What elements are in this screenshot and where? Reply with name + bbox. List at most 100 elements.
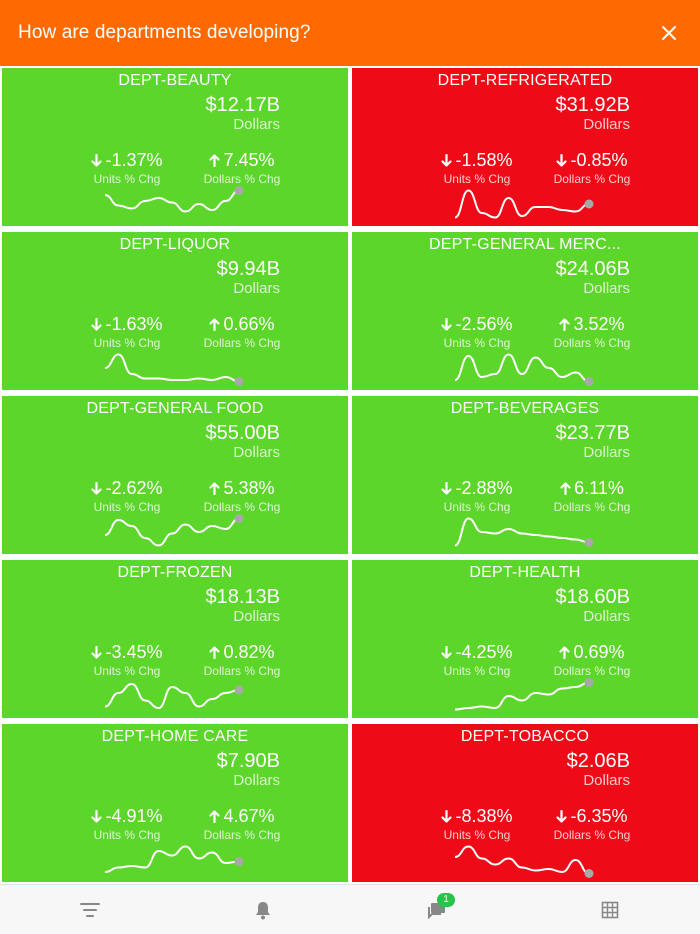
sparkline-line bbox=[104, 353, 240, 383]
dollars-value: $7.90B bbox=[216, 750, 280, 772]
units-change-label: Units % Chg bbox=[443, 664, 511, 678]
arrow-down-icon bbox=[441, 482, 453, 495]
dollars-change: 7.45% Dollars % Chg bbox=[192, 150, 292, 186]
department-card[interactable]: DEPT-GENERAL MERC... $24.06B Dollars -2.56%… bbox=[352, 232, 698, 390]
dollars-unit-label: Dollars bbox=[583, 116, 630, 133]
units-change: -1.58% Units % Chg bbox=[427, 150, 527, 186]
sparkline-end-dot bbox=[234, 857, 244, 866]
dollars-change: -6.35% Dollars % Chg bbox=[542, 806, 642, 842]
dollars-unit-label: Dollars bbox=[233, 608, 280, 625]
arrow-down-icon bbox=[441, 318, 453, 331]
department-card[interactable]: DEPT-BEAUTY $12.17B Dollars -1.37% Units % C… bbox=[2, 68, 348, 226]
department-card[interactable]: DEPT-HEALTH $18.60B Dollars -4.25% Units % C… bbox=[352, 560, 698, 718]
sparkline-line bbox=[104, 189, 240, 213]
dollars-change-label: Dollars % Chg bbox=[203, 172, 281, 186]
arrow-down-icon bbox=[91, 482, 103, 495]
sparkline-line bbox=[104, 517, 240, 547]
department-name: DEPT-HEALTH bbox=[469, 564, 581, 581]
units-change-label: Units % Chg bbox=[93, 664, 161, 678]
units-change-value: -4.25% bbox=[455, 642, 513, 662]
units-change: -4.25% Units % Chg bbox=[427, 642, 527, 678]
close-icon[interactable] bbox=[658, 22, 680, 44]
dollars-unit-label: Dollars bbox=[233, 280, 280, 297]
dollars-change-value: -0.85% bbox=[570, 150, 628, 170]
dollars-change-value: 0.69% bbox=[573, 642, 625, 662]
arrow-down-icon bbox=[441, 810, 453, 823]
arrow-down-icon bbox=[91, 154, 103, 167]
sparkline bbox=[104, 186, 244, 213]
sparkline-line bbox=[454, 517, 590, 547]
units-change-value: -1.37% bbox=[105, 150, 163, 170]
sparkline-end-dot bbox=[234, 685, 244, 695]
bell-icon[interactable] bbox=[250, 897, 276, 923]
department-card[interactable]: DEPT-BEVERAGES $23.77B Dollars -2.88% Units … bbox=[352, 396, 698, 554]
sparkline-end-dot bbox=[584, 377, 594, 386]
dollars-change: -0.85% Dollars % Chg bbox=[542, 150, 642, 186]
arrow-down-icon bbox=[556, 810, 568, 823]
sparkline bbox=[104, 514, 244, 547]
units-change-value: -4.91% bbox=[105, 806, 163, 826]
bottom-nav: 1 bbox=[0, 884, 700, 934]
dollars-value: $18.60B bbox=[555, 586, 630, 608]
sparkline-line bbox=[454, 189, 590, 219]
units-change-label: Units % Chg bbox=[93, 336, 161, 350]
dollars-unit-label: Dollars bbox=[233, 772, 280, 789]
department-card[interactable]: DEPT-TOBACCO $2.06B Dollars -8.38% Units % C… bbox=[352, 724, 698, 882]
arrow-down-icon bbox=[556, 154, 568, 167]
dollars-unit-label: Dollars bbox=[233, 444, 280, 461]
department-name: DEPT-BEAUTY bbox=[118, 72, 232, 89]
sparkline-end-dot bbox=[234, 186, 244, 195]
units-change-label: Units % Chg bbox=[93, 828, 161, 842]
sparkline bbox=[104, 353, 244, 386]
dollars-change-label: Dollars % Chg bbox=[203, 500, 281, 514]
units-change: -8.38% Units % Chg bbox=[427, 806, 527, 842]
dollars-change: 0.69% Dollars % Chg bbox=[542, 642, 642, 678]
units-change: -1.37% Units % Chg bbox=[77, 150, 177, 186]
sparkline-end-dot bbox=[584, 199, 594, 209]
arrow-up-icon bbox=[559, 318, 571, 331]
dollars-unit-label: Dollars bbox=[583, 608, 630, 625]
sparkline-line bbox=[454, 681, 590, 711]
dollars-value: $9.94B bbox=[216, 258, 280, 280]
sparkline-end-dot bbox=[234, 514, 244, 523]
units-change: -1.63% Units % Chg bbox=[77, 314, 177, 350]
dollars-value: $55.00B bbox=[205, 422, 280, 444]
dollars-change: 6.11% Dollars % Chg bbox=[542, 478, 642, 514]
units-change-label: Units % Chg bbox=[93, 172, 161, 186]
dollars-unit-label: Dollars bbox=[583, 772, 630, 789]
department-card[interactable]: DEPT-REFRIGERATED $31.92B Dollars -1.58% Uni… bbox=[352, 68, 698, 226]
arrow-down-icon bbox=[441, 154, 453, 167]
department-name: DEPT-TOBACCO bbox=[460, 728, 590, 745]
dollars-value: $18.13B bbox=[205, 586, 280, 608]
sparkline bbox=[454, 353, 594, 386]
dollars-value: $24.06B bbox=[555, 258, 630, 280]
dollars-value: $31.92B bbox=[555, 94, 630, 116]
dollars-change-value: 6.11% bbox=[574, 478, 624, 498]
dollars-change-value: 0.82% bbox=[223, 642, 275, 662]
dollars-value: $23.77B bbox=[555, 422, 630, 444]
department-card[interactable]: DEPT-LIQUOR $9.94B Dollars -1.63% Units % Ch… bbox=[2, 232, 348, 390]
units-change: -4.91% Units % Chg bbox=[77, 806, 177, 842]
dollars-change: 4.67% Dollars % Chg bbox=[192, 806, 292, 842]
units-change: -2.56% Units % Chg bbox=[427, 314, 527, 350]
filter-icon[interactable] bbox=[77, 897, 103, 923]
units-change: -2.88% Units % Chg bbox=[427, 478, 527, 514]
department-card[interactable]: DEPT-HOME CARE $7.90B Dollars -4.91% Units %… bbox=[2, 724, 348, 882]
dollars-unit-label: Dollars bbox=[233, 116, 280, 133]
sparkline-end-dot bbox=[584, 538, 594, 547]
grid-icon[interactable] bbox=[597, 897, 623, 923]
department-card[interactable]: DEPT-GENERAL FOOD $55.00B Dollars -2.62% Uni… bbox=[2, 396, 348, 554]
sparkline-end-dot bbox=[584, 678, 594, 687]
sparkline-line bbox=[104, 845, 240, 873]
dollars-change-label: Dollars % Chg bbox=[553, 828, 631, 842]
dollars-change: 3.52% Dollars % Chg bbox=[542, 314, 642, 350]
department-card[interactable]: DEPT-FROZEN $18.13B Dollars -3.45% Units % C… bbox=[2, 560, 348, 718]
dollars-change-label: Dollars % Chg bbox=[203, 664, 281, 678]
arrow-up-icon bbox=[209, 154, 221, 167]
header-bar: How are departments developing? bbox=[0, 0, 700, 66]
sparkline bbox=[454, 517, 594, 547]
dollars-change-value: 4.67% bbox=[223, 806, 275, 826]
units-change-value: -8.38% bbox=[455, 806, 513, 826]
dollars-change-value: -6.35% bbox=[570, 806, 628, 826]
dollars-change: 0.82% Dollars % Chg bbox=[192, 642, 292, 678]
